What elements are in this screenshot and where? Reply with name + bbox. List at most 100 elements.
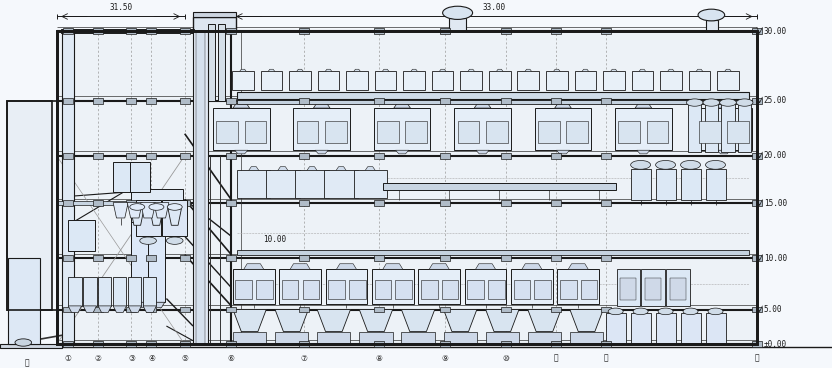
Bar [226,255,236,261]
Bar [299,307,309,312]
Polygon shape [235,150,248,154]
Bar [440,98,450,104]
Bar [63,28,73,34]
Bar [557,269,599,304]
Bar [705,105,718,152]
Polygon shape [141,202,156,218]
Bar [405,121,427,143]
Bar [68,277,82,306]
Bar [180,153,190,159]
Bar [62,31,74,344]
Polygon shape [278,167,288,170]
Bar [575,71,597,91]
Bar [551,255,561,261]
Bar [374,153,384,159]
Bar [328,280,344,298]
Polygon shape [131,209,144,225]
Bar [752,342,762,347]
Bar [501,201,511,206]
Polygon shape [98,306,111,312]
Bar [57,31,757,344]
Bar [374,71,396,91]
Bar [603,71,625,91]
Bar [560,280,577,298]
Bar [374,28,384,34]
Text: 5.00: 5.00 [764,305,782,314]
Bar [421,280,438,298]
Bar [501,28,511,34]
Bar [180,342,190,347]
Polygon shape [394,103,410,108]
Bar [63,153,73,159]
Bar [146,255,156,261]
Bar [752,98,762,104]
Bar [299,28,309,34]
Circle shape [631,160,651,169]
Text: 30.00: 30.00 [764,26,787,36]
Polygon shape [476,264,496,269]
Circle shape [140,237,156,244]
Bar [7,101,52,309]
Circle shape [167,204,182,210]
Polygon shape [128,306,141,312]
Bar [752,201,762,206]
Text: ⑧: ⑧ [375,354,382,363]
Bar [620,279,636,300]
Bar [440,342,450,347]
Polygon shape [154,202,169,218]
Bar [57,31,757,344]
Bar [581,280,597,298]
Bar [295,170,329,198]
Bar [706,20,718,31]
Bar [689,71,711,91]
Bar [218,24,225,101]
Text: 1.50: 1.50 [207,17,212,30]
Text: ⑤: ⑤ [181,354,188,363]
Bar [193,31,208,344]
Bar [93,153,103,159]
Polygon shape [411,69,418,71]
Text: ⓪: ⓪ [24,358,29,367]
Bar [146,98,156,104]
Bar [618,121,640,143]
Polygon shape [636,150,650,154]
Polygon shape [635,103,651,108]
Bar [63,255,73,261]
Bar [193,12,236,17]
Bar [232,71,254,91]
Bar [440,255,450,261]
Polygon shape [168,209,181,225]
Circle shape [608,308,623,315]
Bar [501,342,511,347]
Bar [325,269,367,304]
Bar [601,342,611,347]
Bar [162,200,187,236]
Bar [601,28,611,34]
Text: 31.50: 31.50 [109,3,132,12]
Bar [294,108,350,150]
Text: ⑥: ⑥ [228,354,235,363]
Text: ⑦: ⑦ [300,354,307,363]
Bar [83,277,97,306]
Text: ③: ③ [128,354,135,363]
Bar [128,277,141,306]
Text: 33.00: 33.00 [483,3,506,12]
Polygon shape [113,202,128,218]
Bar [98,277,111,306]
Bar [489,71,511,91]
Bar [486,121,508,143]
Bar [226,201,236,206]
Bar [131,189,183,222]
Bar [688,105,701,152]
Bar [443,332,477,343]
Bar [318,71,339,91]
Bar [468,280,484,298]
Bar [511,269,552,304]
Polygon shape [382,69,389,71]
Text: 3000: 3000 [218,17,223,30]
Polygon shape [143,306,156,312]
Polygon shape [696,69,703,71]
Bar [349,280,365,298]
Bar [226,307,236,312]
Bar [681,169,701,200]
